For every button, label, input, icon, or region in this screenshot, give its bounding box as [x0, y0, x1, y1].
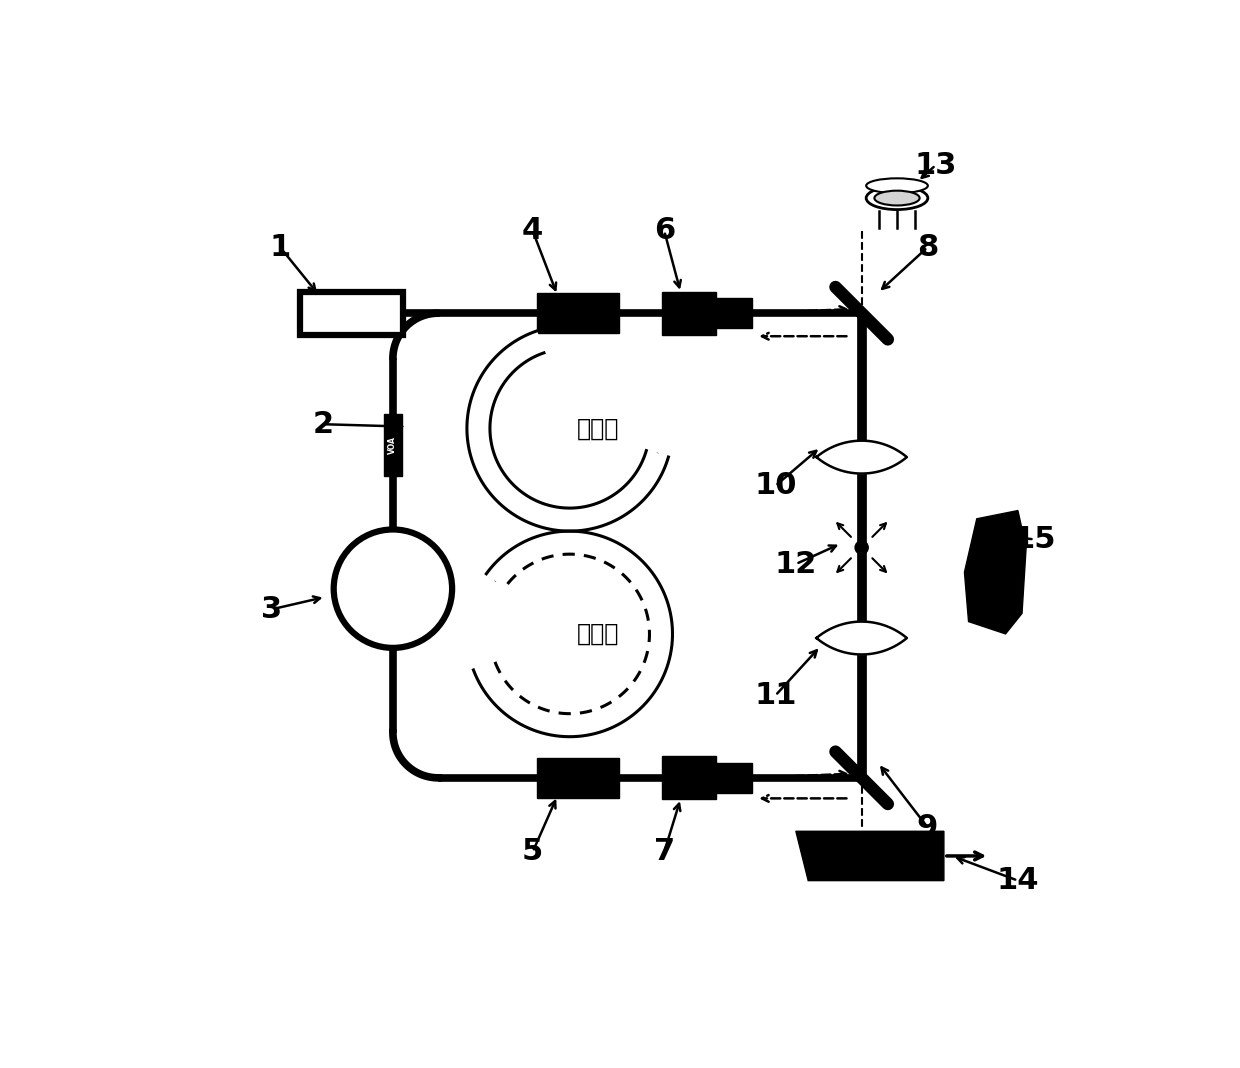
Text: 11: 11 — [754, 681, 796, 710]
Text: 2: 2 — [312, 410, 334, 439]
Text: 6: 6 — [653, 217, 675, 246]
Text: 8: 8 — [916, 233, 939, 262]
Text: 3: 3 — [262, 595, 283, 624]
Circle shape — [856, 541, 868, 554]
Text: 顺时针: 顺时针 — [578, 417, 620, 440]
Text: 7: 7 — [653, 837, 675, 866]
Polygon shape — [796, 831, 944, 881]
Ellipse shape — [874, 191, 920, 205]
Bar — [662, 756, 715, 799]
Bar — [384, 414, 402, 475]
Polygon shape — [965, 511, 1027, 634]
Polygon shape — [467, 331, 668, 531]
Bar — [662, 292, 715, 334]
Text: 9: 9 — [916, 813, 939, 842]
Text: 1: 1 — [269, 233, 291, 262]
Text: 10: 10 — [754, 471, 796, 501]
Text: 14: 14 — [997, 866, 1039, 895]
Text: VOA: VOA — [388, 436, 397, 454]
Bar — [537, 294, 619, 333]
Text: 5: 5 — [522, 837, 543, 866]
Bar — [713, 763, 753, 792]
Bar — [713, 298, 753, 328]
Ellipse shape — [867, 178, 928, 193]
Polygon shape — [816, 622, 906, 655]
Text: 逆时针: 逆时针 — [578, 622, 620, 646]
Bar — [537, 758, 619, 798]
Text: 4: 4 — [522, 217, 543, 246]
Bar — [300, 292, 403, 334]
Text: 13: 13 — [914, 151, 957, 179]
Polygon shape — [474, 531, 672, 737]
Text: 15: 15 — [1013, 524, 1055, 554]
Polygon shape — [816, 441, 906, 473]
Text: 12: 12 — [775, 550, 817, 579]
